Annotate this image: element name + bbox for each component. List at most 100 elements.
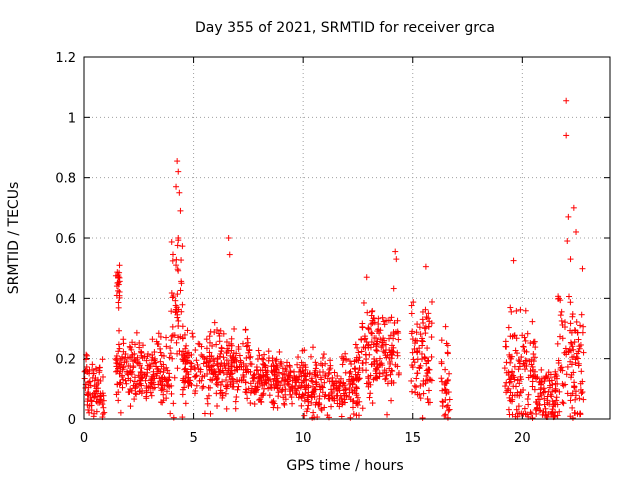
data-point <box>304 396 311 403</box>
data-point <box>130 364 137 371</box>
data-point <box>335 385 342 392</box>
data-point <box>354 402 361 409</box>
data-point <box>446 406 453 413</box>
data-point <box>268 367 275 374</box>
data-point <box>558 364 565 371</box>
data-point <box>88 398 95 405</box>
data-point <box>302 386 309 393</box>
data-point <box>251 371 258 378</box>
data-point <box>225 235 232 241</box>
data-point <box>116 269 123 276</box>
data-point <box>223 376 230 383</box>
data-point <box>115 348 122 355</box>
data-point <box>167 410 174 417</box>
data-point <box>446 370 453 377</box>
data-point <box>316 401 323 408</box>
data-point <box>319 389 326 396</box>
data-point <box>168 308 175 315</box>
data-point <box>86 366 93 373</box>
x-tick-label: 10 <box>295 431 312 446</box>
data-point <box>505 369 512 376</box>
data-point <box>444 349 451 356</box>
data-point <box>201 410 208 417</box>
data-point <box>181 353 188 360</box>
data-point <box>188 381 195 388</box>
data-point <box>566 293 573 300</box>
data-point <box>179 323 186 330</box>
data-point <box>320 351 327 358</box>
data-point <box>228 340 235 347</box>
data-point <box>339 401 346 408</box>
data-point <box>206 333 213 340</box>
data-point <box>179 377 186 384</box>
data-point <box>570 204 577 211</box>
data-point <box>214 379 221 386</box>
data-point <box>312 365 319 372</box>
data-point <box>376 362 383 369</box>
data-point <box>277 382 284 389</box>
data-point <box>518 354 525 361</box>
data-point <box>168 337 175 344</box>
data-point <box>369 320 376 327</box>
data-point <box>92 393 99 400</box>
data-point <box>408 388 415 395</box>
data-point <box>352 371 359 378</box>
data-point <box>235 346 242 353</box>
data-point <box>570 346 577 353</box>
data-point <box>113 368 120 375</box>
data-point <box>119 364 126 371</box>
data-point <box>393 256 400 263</box>
data-point <box>272 357 279 364</box>
data-point <box>329 395 336 402</box>
x-tick-label: 15 <box>404 431 421 446</box>
data-point <box>148 357 155 364</box>
data-point <box>501 365 508 372</box>
y-tick-label: 0.4 <box>55 292 76 307</box>
data-point <box>252 386 259 393</box>
data-point <box>328 403 335 410</box>
data-point <box>168 238 175 245</box>
data-point <box>353 376 360 383</box>
data-point <box>161 375 168 382</box>
data-point <box>533 410 540 417</box>
data-point <box>160 391 167 398</box>
data-point <box>310 409 317 416</box>
data-point <box>223 405 230 412</box>
data-point <box>363 380 370 387</box>
data-point <box>81 375 88 382</box>
data-point <box>552 368 559 375</box>
data-point <box>213 376 220 383</box>
y-tick-label: 1.2 <box>55 51 76 66</box>
data-point <box>516 380 523 387</box>
y-axis-label: SRMTID / TECUs <box>6 182 22 295</box>
data-point <box>442 411 449 418</box>
data-point <box>574 329 581 336</box>
data-point <box>228 363 235 370</box>
data-point <box>295 354 302 361</box>
data-point <box>183 368 190 375</box>
data-point <box>510 383 517 390</box>
data-point <box>215 330 222 337</box>
data-point <box>206 353 213 360</box>
data-point <box>272 365 279 372</box>
data-point <box>122 351 129 358</box>
data-point <box>369 307 376 314</box>
data-point <box>414 370 421 377</box>
chart-title: Day 355 of 2021, SRMTID for receiver grc… <box>195 20 495 36</box>
data-point <box>150 360 157 367</box>
data-point <box>368 312 375 319</box>
data-point <box>419 414 426 421</box>
data-point <box>316 383 323 390</box>
data-point <box>144 369 151 376</box>
data-point <box>383 354 390 361</box>
data-point <box>163 388 170 395</box>
data-point <box>369 400 376 407</box>
data-point <box>267 384 274 391</box>
data-point <box>169 355 176 362</box>
data-point <box>175 168 182 175</box>
data-point <box>529 415 536 422</box>
data-point <box>200 383 207 390</box>
data-point <box>182 374 189 381</box>
data-point <box>163 343 170 350</box>
data-point <box>445 376 452 383</box>
